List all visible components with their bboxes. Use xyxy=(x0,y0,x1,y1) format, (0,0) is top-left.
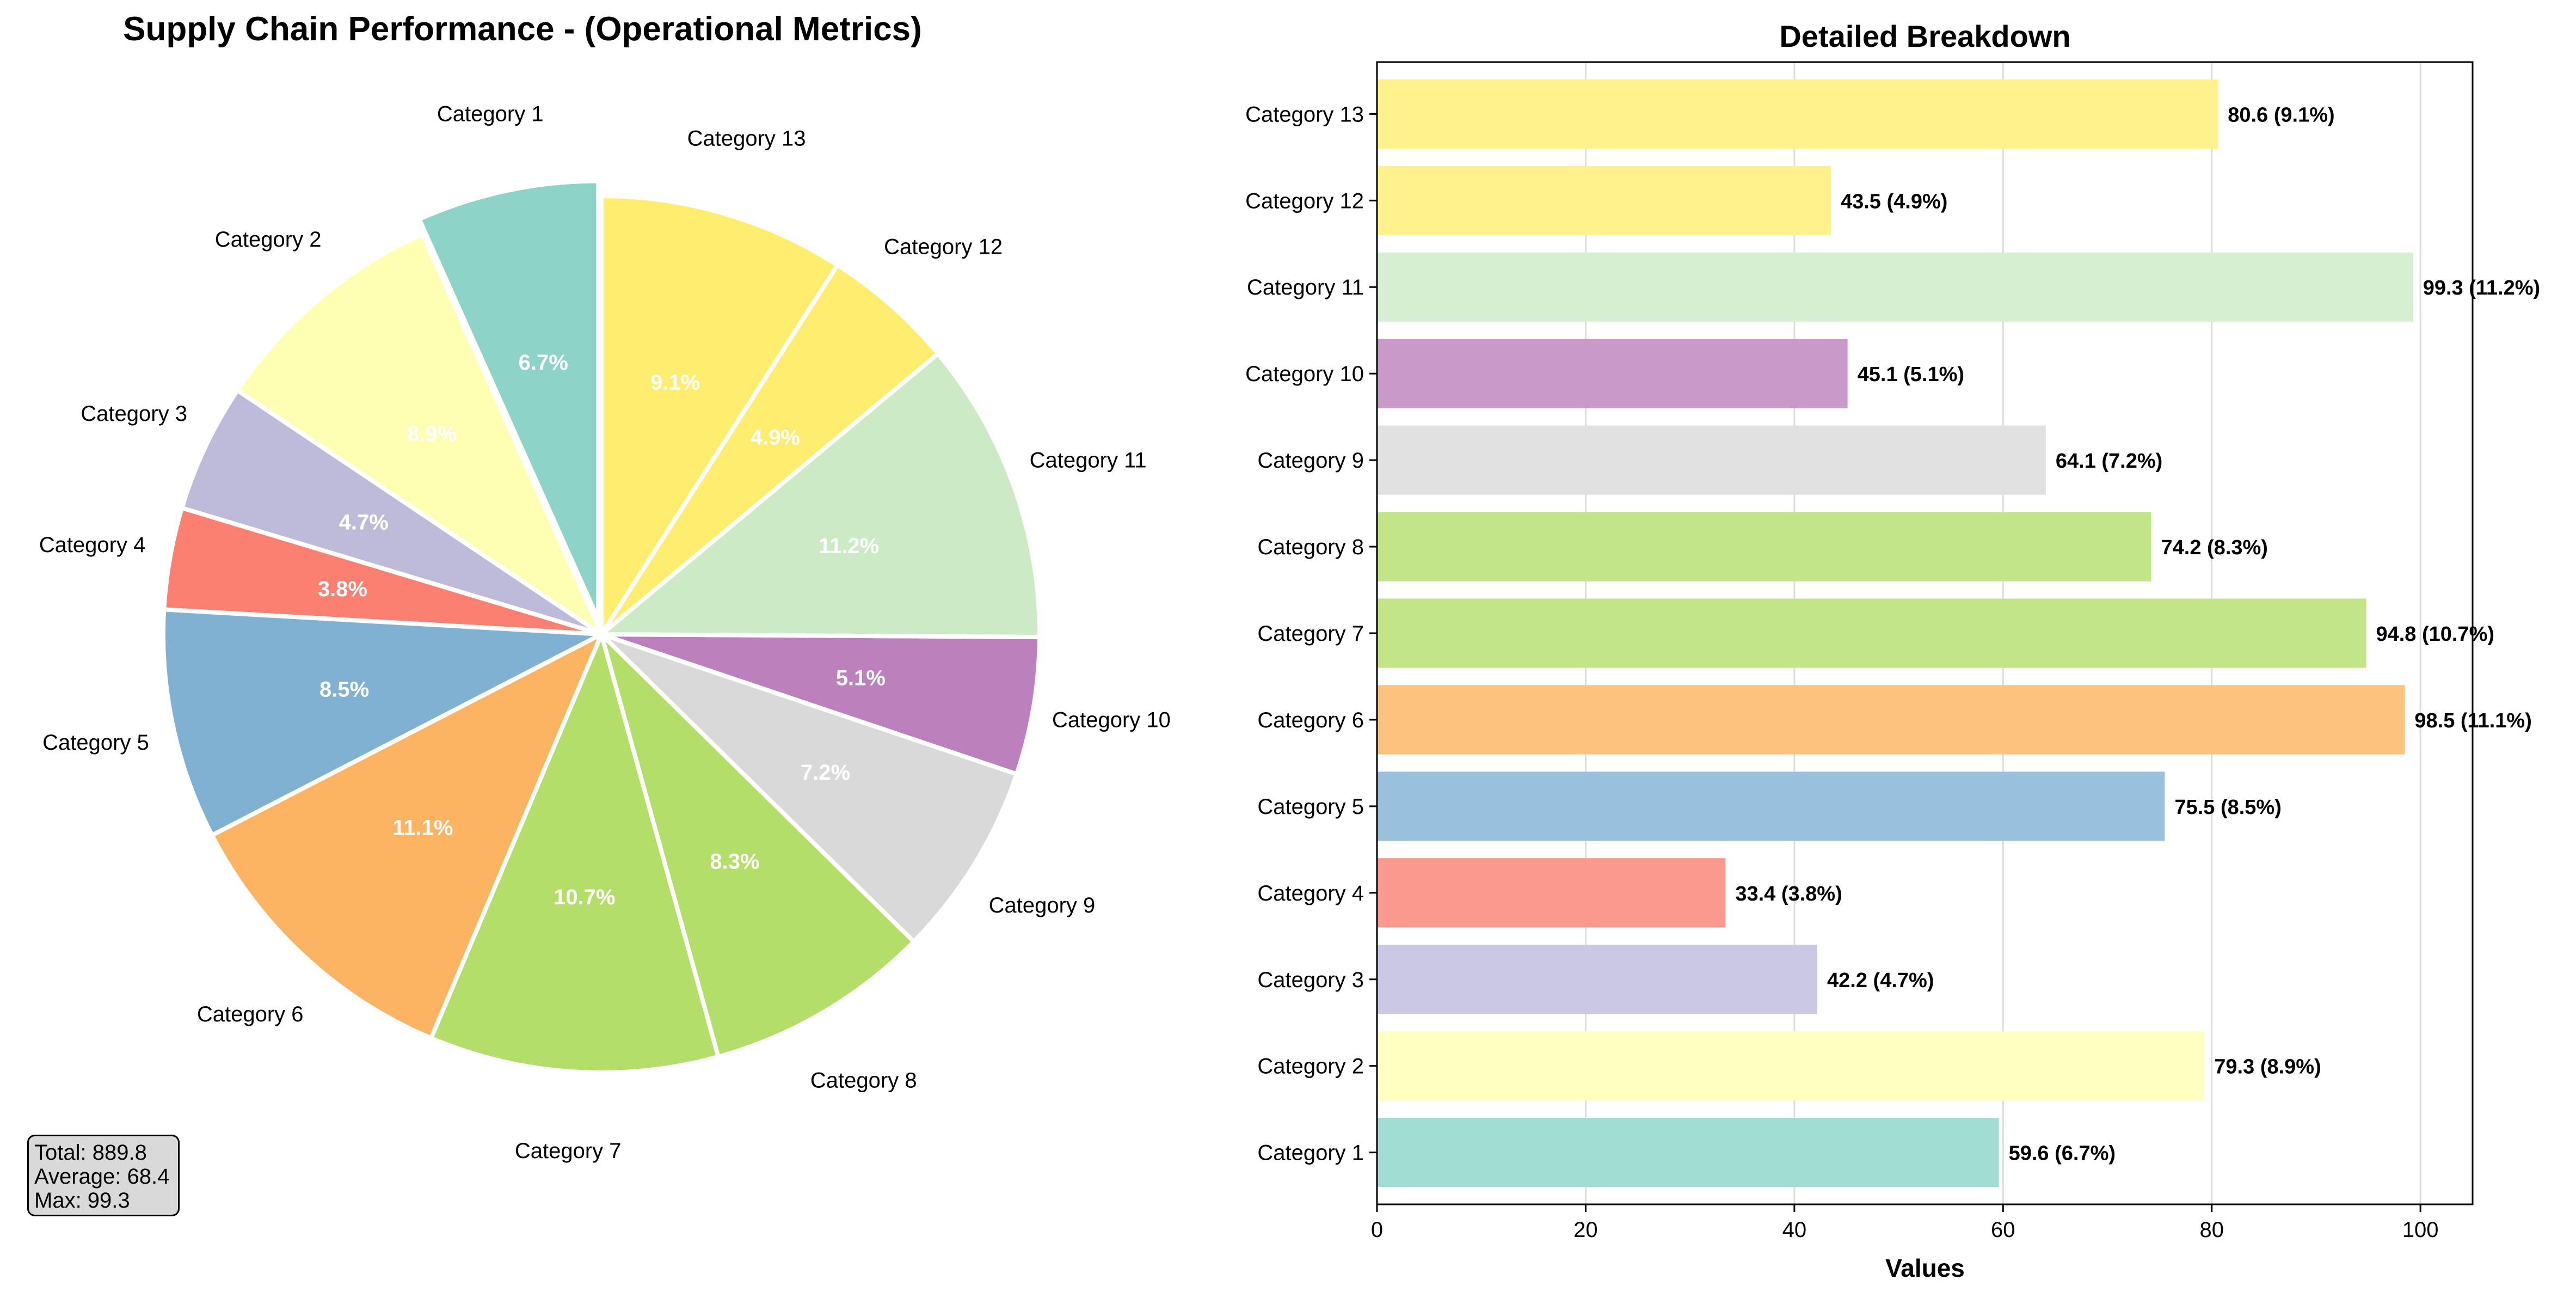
pie-slice-category-11 xyxy=(595,350,1042,639)
pie-chart: Supply Chain Performance - (Operational … xyxy=(39,10,1171,1163)
bar-value-label: 75.5 (8.5%) xyxy=(2174,796,2281,819)
y-tick-label: Category 2 xyxy=(1257,1055,1364,1079)
y-tick-label: Category 11 xyxy=(1247,275,1364,299)
pie-percent-label: 9.1% xyxy=(650,370,700,394)
pie-percent-label: 5.1% xyxy=(836,666,886,690)
bar-category-4 xyxy=(1377,858,1726,928)
pie-slices xyxy=(161,179,1042,1075)
pie-percent-label: 11.2% xyxy=(819,534,879,558)
pie-percent-label: 8.9% xyxy=(407,422,457,446)
pie-category-labels: Category 1 Category 2 Category 3 Category 4… xyxy=(39,102,1171,1162)
x-axis-label: Values xyxy=(1885,1254,1965,1282)
pie-category-label: Category 8 xyxy=(810,1069,917,1093)
x-tick-labels: 0 20 40 60 80 100 xyxy=(1371,1204,2439,1242)
y-tick-label: Category 3 xyxy=(1257,968,1364,992)
bar-category-6 xyxy=(1377,685,2405,755)
pie-slice-category-8 xyxy=(597,627,917,1060)
pie-percent-label: 11.1% xyxy=(392,816,453,840)
pie-category-label: Category 3 xyxy=(81,402,187,426)
summary-average: Average: 68.4 xyxy=(34,1165,170,1189)
x-tick-label: 100 xyxy=(2402,1218,2439,1242)
bar-value-label: 45.1 (5.1%) xyxy=(1858,363,1964,386)
pie-category-label: Category 4 xyxy=(39,533,146,557)
x-tick-label: 0 xyxy=(1371,1218,1383,1242)
bar-category-8 xyxy=(1377,512,2151,581)
pie-category-label: Category 10 xyxy=(1052,708,1171,732)
pie-category-label: Category 13 xyxy=(687,126,806,150)
summary-total: Total: 889.8 xyxy=(34,1141,147,1165)
bar-value-label: 64.1 (7.2%) xyxy=(2056,450,2162,473)
x-tick-label: 20 xyxy=(1573,1218,1598,1242)
bar-value-label: 80.6 (9.1%) xyxy=(2228,103,2334,126)
bar-category-5 xyxy=(1377,772,2165,841)
y-tick-label: Category 6 xyxy=(1257,708,1364,732)
y-tick-label: Category 12 xyxy=(1245,189,1364,213)
y-tick-label: Category 8 xyxy=(1257,535,1364,559)
pie-title: Supply Chain Performance - (Operational … xyxy=(123,10,922,48)
bar-category-13 xyxy=(1377,79,2218,149)
bar-category-3 xyxy=(1377,945,1818,1014)
summary-box: Total: 889.8 Average: 68.4 Max: 99.3 xyxy=(27,1135,180,1216)
bar-value-labels: 59.6 (6.7%) 79.3 (8.9%) 42.2 (4.7%) 33.4 (3… xyxy=(1735,103,2540,1165)
x-tick-label: 60 xyxy=(1991,1218,2015,1242)
y-tick-label: Category 4 xyxy=(1257,881,1364,905)
x-tick-label: 40 xyxy=(1782,1218,1807,1242)
pie-category-label: Category 2 xyxy=(215,228,322,252)
summary-max: Max: 99.3 xyxy=(34,1189,130,1213)
bar-value-label: 42.2 (4.7%) xyxy=(1827,969,1934,992)
bar-value-label: 59.6 (6.7%) xyxy=(2009,1142,2116,1165)
pie-percent-label: 10.7% xyxy=(554,885,615,909)
pie-percent-label: 7.2% xyxy=(801,761,850,785)
pie-slice-category-9 xyxy=(600,632,1020,945)
bar-category-1 xyxy=(1377,1118,1999,1187)
pie-category-label: Category 5 xyxy=(42,731,149,755)
pie-percent-label: 6.7% xyxy=(519,351,568,375)
bar-category-2 xyxy=(1377,1031,2205,1101)
pie-slice-category-12 xyxy=(599,262,942,636)
bar-title: Detailed Breakdown xyxy=(1779,19,2070,53)
pie-category-label: Category 1 xyxy=(437,102,544,126)
pie-slice-category-3 xyxy=(179,387,603,636)
bar-category-11 xyxy=(1377,252,2413,322)
bar-value-label: 33.4 (3.8%) xyxy=(1735,883,1842,905)
y-tick-labels: Category 1 Category 2 Category 3 Category 4… xyxy=(1245,102,1377,1165)
bar-category-7 xyxy=(1377,598,2366,668)
y-tick-label: Category 13 xyxy=(1245,102,1364,126)
pie-slice-category-1 xyxy=(416,179,601,621)
pie-percent-label: 4.9% xyxy=(751,426,800,450)
bar-value-label: 74.2 (8.3%) xyxy=(2161,536,2268,559)
pie-slice-category-6 xyxy=(209,629,606,1041)
bar-category-10 xyxy=(1377,339,1848,408)
y-tick-label: Category 9 xyxy=(1257,449,1364,473)
y-tick-label: Category 10 xyxy=(1245,362,1364,386)
bar-value-label: 79.3 (8.9%) xyxy=(2214,1056,2321,1079)
pie-category-label: Category 9 xyxy=(989,893,1096,917)
bar-value-label: 94.8 (10.7%) xyxy=(2376,623,2494,646)
y-tick-label: Category 5 xyxy=(1257,795,1364,819)
pie-percent-label: 8.3% xyxy=(710,849,759,873)
pie-percent-label: 4.7% xyxy=(339,511,389,535)
bar-value-label: 99.3 (11.2%) xyxy=(2423,277,2540,299)
x-tick-label: 80 xyxy=(2199,1218,2224,1242)
pie-slice-category-13 xyxy=(599,193,841,642)
bar-category-9 xyxy=(1377,425,2046,495)
pie-percent-labels: 6.7% 8.9% 4.7% 3.8% 8.5% 11.1% 10.7% 8.3% 7.2% 5.… xyxy=(318,351,886,909)
pie-slice-category-5 xyxy=(161,607,610,838)
pie-category-label: Category 6 xyxy=(197,1002,304,1026)
pie-category-label: Category 12 xyxy=(884,235,1003,259)
pie-category-label: Category 7 xyxy=(515,1139,622,1163)
y-tick-label: Category 7 xyxy=(1257,622,1364,646)
pie-percent-label: 8.5% xyxy=(319,678,369,702)
pie-slice-category-7 xyxy=(428,627,721,1075)
pie-percent-label: 3.8% xyxy=(318,577,367,601)
y-tick-label: Category 1 xyxy=(1257,1141,1364,1165)
pie-slice-category-2 xyxy=(234,231,607,641)
bar-value-label: 43.5 (4.9%) xyxy=(1841,190,1947,213)
bars xyxy=(1377,79,2413,1187)
bar-category-12 xyxy=(1377,166,1831,235)
bar-chart: Detailed Breakdown 59.6 (6.7%) 79.3 (8.9%… xyxy=(1245,19,2540,1282)
pie-slice-category-10 xyxy=(600,632,1042,777)
pie-category-label: Category 11 xyxy=(1030,448,1147,472)
